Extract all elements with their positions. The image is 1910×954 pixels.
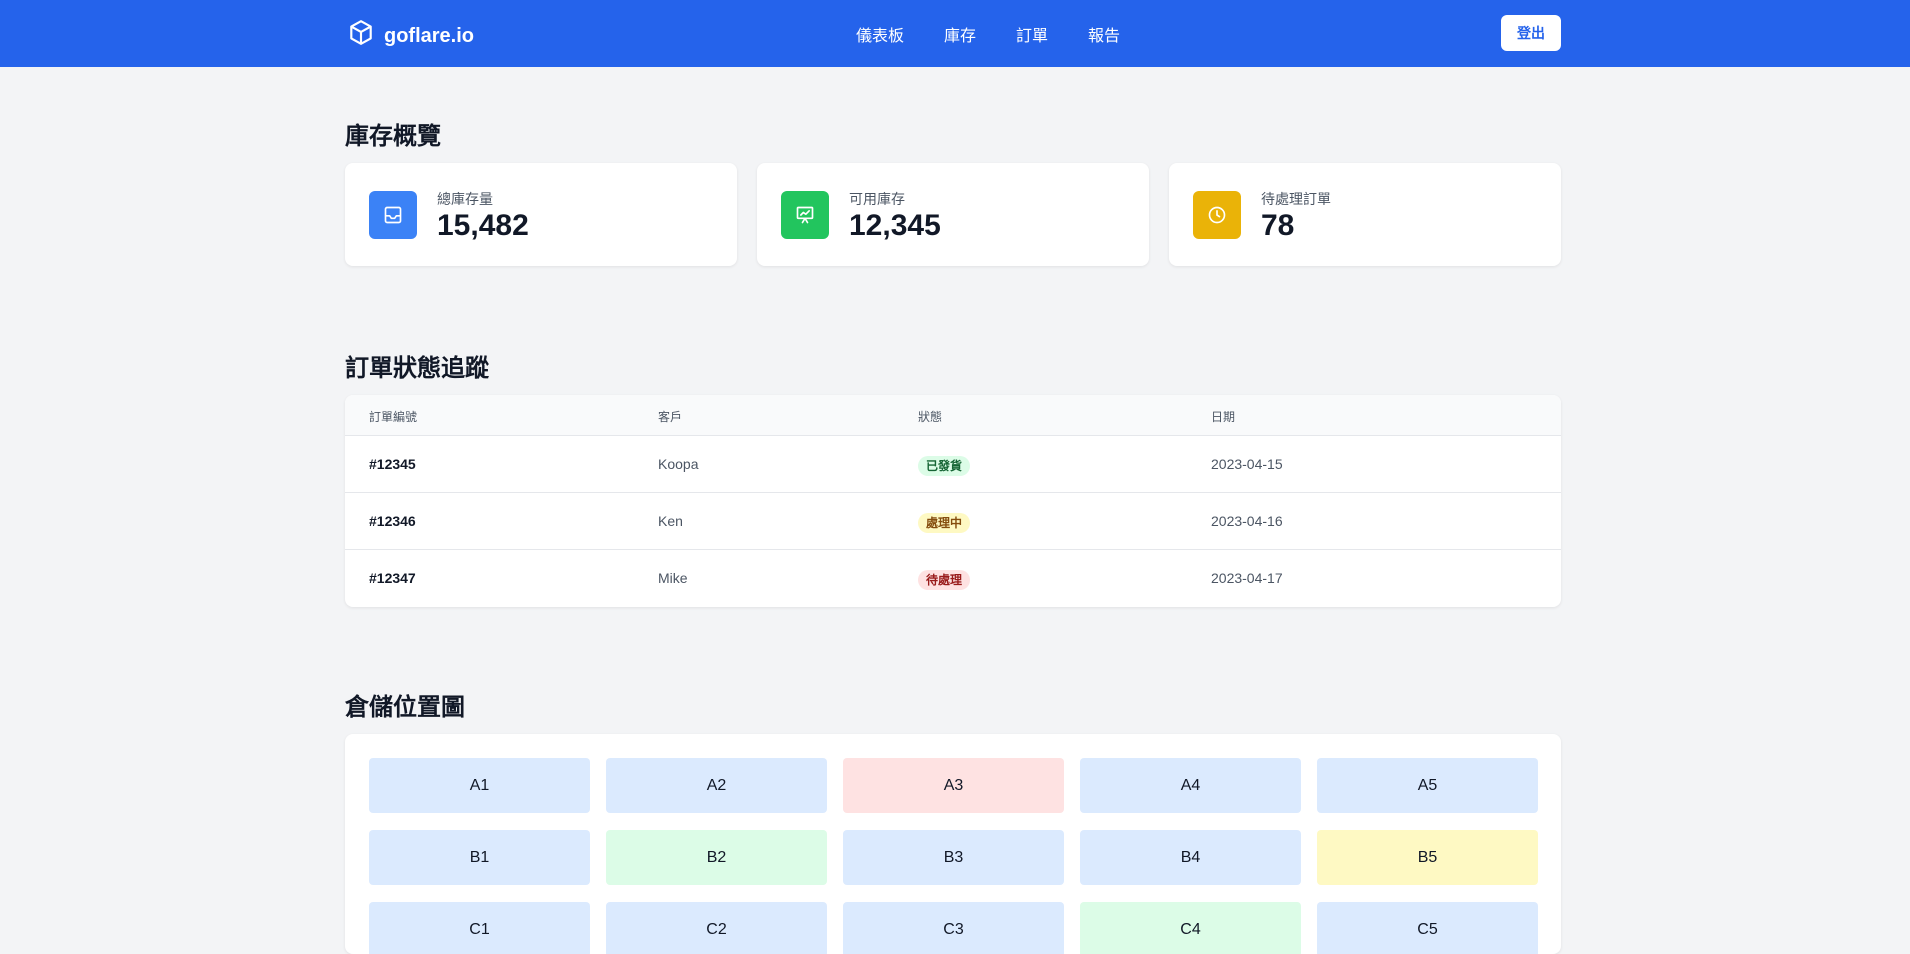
- inventory-section: 庫存概覽: [345, 116, 1561, 151]
- chart-presentation-icon: [781, 191, 829, 239]
- warehouse-location-a5[interactable]: A5: [1317, 758, 1538, 813]
- nav-orders[interactable]: 訂單: [1016, 28, 1049, 45]
- order-date: 2023-04-15: [1211, 456, 1283, 472]
- status-badge: 處理中: [918, 513, 971, 533]
- logout-button[interactable]: 登出: [1501, 15, 1561, 51]
- warehouse-location-c4[interactable]: C4: [1080, 902, 1301, 954]
- nav-reports[interactable]: 報告: [1088, 28, 1121, 45]
- warehouse-location-b4[interactable]: B4: [1080, 830, 1301, 885]
- top-navbar: goflare.io 儀表板 庫存 訂單 報告 登出: [0, 0, 1910, 67]
- nav-inventory[interactable]: 庫存: [944, 28, 977, 45]
- brand-logo[interactable]: goflare.io: [348, 19, 474, 53]
- column-header-date[interactable]: 日期: [1211, 410, 1236, 424]
- orders-table: 訂單編號 客戶 狀態 日期 #12345 Koopa 已發貨 2023-04-1…: [345, 395, 1561, 607]
- table-row[interactable]: #12345 Koopa 已發貨 2023-04-15: [345, 436, 1561, 493]
- warehouse-location-c3[interactable]: C3: [843, 902, 1064, 954]
- warehouse-location-a4[interactable]: A4: [1080, 758, 1301, 813]
- column-header-order-id[interactable]: 訂單編號: [369, 410, 418, 424]
- table-row[interactable]: #12347 Mike 待處理 2023-04-17: [345, 550, 1561, 607]
- warehouse-location-a1[interactable]: A1: [369, 758, 590, 813]
- status-badge: 待處理: [918, 570, 971, 590]
- warehouse-location-c2[interactable]: C2: [606, 902, 827, 954]
- column-header-customer[interactable]: 客戶: [658, 410, 683, 424]
- warehouse-location-c5[interactable]: C5: [1317, 902, 1538, 954]
- status-badge: 已發貨: [918, 456, 971, 476]
- order-id[interactable]: #12345: [369, 456, 416, 472]
- clock-icon: [1193, 191, 1241, 239]
- order-customer: Mike: [658, 570, 688, 586]
- nav-dashboard[interactable]: 儀表板: [856, 28, 905, 45]
- order-id[interactable]: #12347: [369, 570, 416, 586]
- order-date: 2023-04-17: [1211, 570, 1283, 586]
- table-header: 訂單編號 客戶 狀態 日期: [345, 395, 1561, 436]
- section-title-inventory: 庫存概覽: [345, 123, 441, 150]
- stat-cards: 總庫存量 15,482 可用庫存 12,345 待處理訂單 7: [345, 163, 1561, 266]
- order-id[interactable]: #12346: [369, 513, 416, 529]
- stat-card-available-stock: 可用庫存 12,345: [757, 163, 1149, 266]
- cube-icon: [348, 19, 374, 53]
- warehouse-location-b5[interactable]: B5: [1317, 830, 1538, 885]
- warehouse-map: A1 A2 A3 A4 A5 B1 B2 B3 B4 B5 C1 C2 C3 C4 C5: [345, 734, 1561, 954]
- stat-value: 78: [1261, 209, 1295, 242]
- stat-value: 15,482: [437, 209, 529, 242]
- warehouse-grid: A1 A2 A3 A4 A5 B1 B2 B3 B4 B5 C1 C2 C3 C4 C5: [369, 758, 1538, 954]
- warehouse-section: 倉儲位置圖: [345, 687, 1561, 722]
- stat-label: 總庫存量: [437, 191, 493, 207]
- main-nav: 儀表板 庫存 訂單 報告: [856, 22, 1120, 46]
- warehouse-location-b3[interactable]: B3: [843, 830, 1064, 885]
- warehouse-location-a2[interactable]: A2: [606, 758, 827, 813]
- warehouse-location-a3[interactable]: A3: [843, 758, 1064, 813]
- stat-label: 待處理訂單: [1261, 191, 1331, 207]
- brand-name: goflare.io: [384, 24, 475, 47]
- stat-label: 可用庫存: [849, 191, 905, 207]
- warehouse-location-b1[interactable]: B1: [369, 830, 590, 885]
- order-date: 2023-04-16: [1211, 513, 1283, 529]
- section-title-orders: 訂單狀態追蹤: [345, 355, 489, 382]
- stat-card-pending-orders: 待處理訂單 78: [1169, 163, 1561, 266]
- table-row[interactable]: #12346 Ken 處理中 2023-04-16: [345, 493, 1561, 550]
- warehouse-location-b2[interactable]: B2: [606, 830, 827, 885]
- stat-value: 12,345: [849, 209, 941, 242]
- order-customer: Ken: [658, 513, 683, 529]
- warehouse-location-c1[interactable]: C1: [369, 902, 590, 954]
- order-customer: Koopa: [658, 456, 699, 472]
- stat-card-total-stock: 總庫存量 15,482: [345, 163, 737, 266]
- orders-section: 訂單狀態追蹤: [345, 348, 1561, 383]
- column-header-status[interactable]: 狀態: [918, 410, 943, 424]
- inbox-icon: [369, 191, 417, 239]
- section-title-warehouse: 倉儲位置圖: [345, 694, 465, 721]
